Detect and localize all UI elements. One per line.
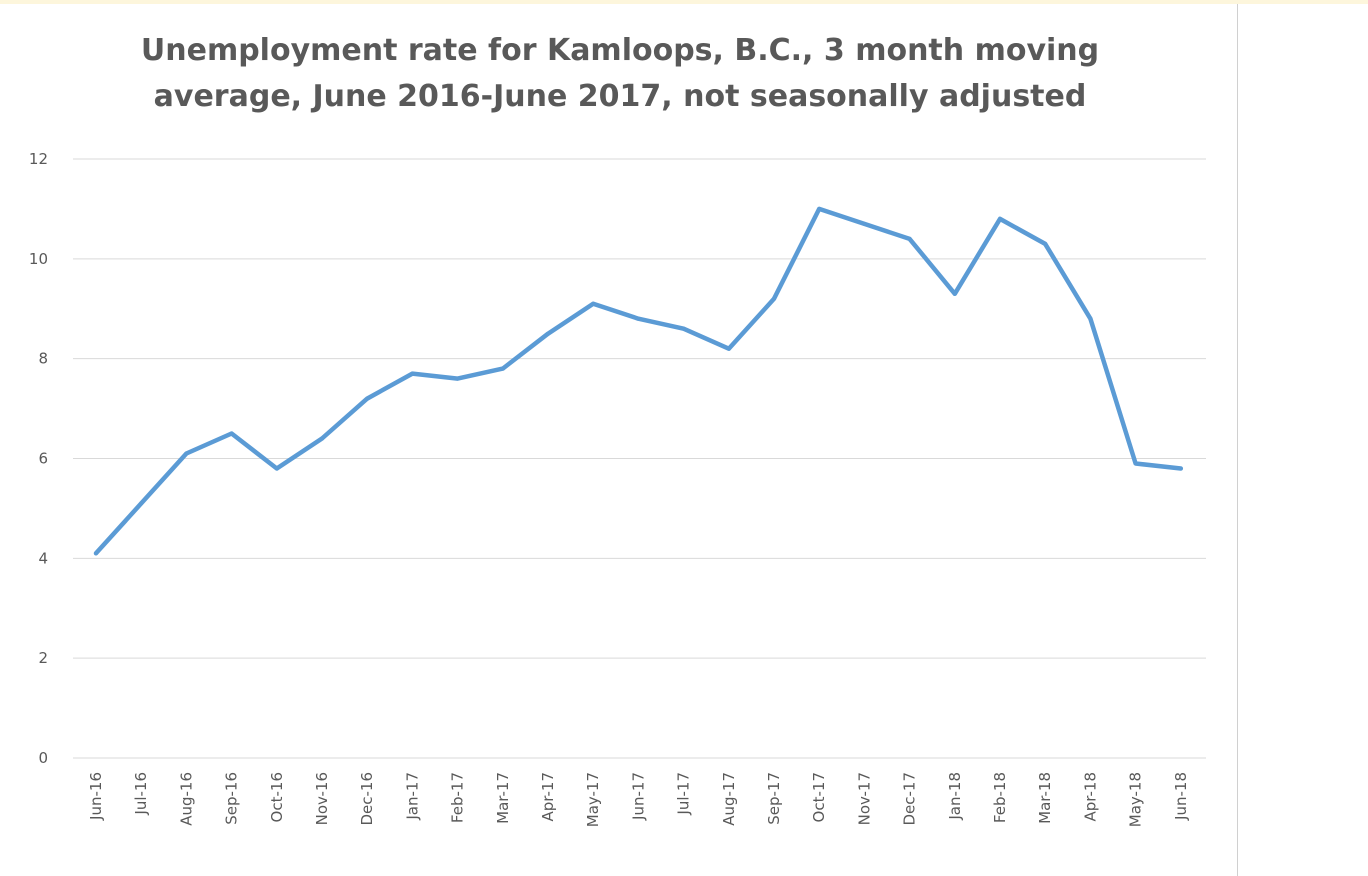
x-tick-label: Aug-17: [720, 772, 738, 826]
data-point: [1178, 466, 1183, 471]
x-tick-label: Jan-18: [946, 772, 964, 821]
chart-title-line-1: Unemployment rate for Kamloops, B.C., 3 …: [140, 33, 1100, 68]
data-point: [636, 316, 641, 321]
data-point: [410, 371, 415, 376]
data-point: [862, 221, 867, 226]
x-tick-label: Apr-18: [1081, 772, 1099, 822]
x-tick-label: Dec-16: [358, 772, 376, 826]
x-tick-label: Aug-16: [177, 772, 195, 826]
data-point: [229, 431, 234, 436]
y-tick-label: 4: [38, 549, 48, 567]
data-point: [998, 216, 1002, 221]
x-tick-label: Jun-17: [629, 772, 647, 821]
chart-title: Unemployment rate for Kamloops, B.C., 3 …: [80, 28, 1160, 120]
y-tick-label: 12: [29, 150, 48, 168]
data-point: [365, 396, 370, 401]
chart-frame: [0, 4, 1238, 876]
x-axis-ticks: Jun-16 Jul-16 Aug-16 Sep-16 Oct-16 Nov-16 Dec-…: [87, 772, 1190, 827]
top-strip: [0, 0, 1368, 4]
data-point: [817, 206, 822, 211]
y-tick-label: 8: [38, 350, 48, 368]
x-tick-label: Nov-16: [313, 772, 331, 825]
x-tick-label: Oct-17: [810, 772, 828, 822]
y-axis-ticks: 0 2 4 6 8 10 12: [29, 150, 48, 767]
y-tick-label: 10: [29, 250, 48, 268]
x-tick-label: Jan-17: [403, 772, 421, 821]
data-point: [1133, 461, 1138, 466]
data-point: [591, 301, 596, 306]
series-line: [93, 206, 1184, 556]
x-tick-label: Jun-16: [87, 772, 105, 821]
y-tick-label: 0: [38, 749, 48, 767]
x-tick-label: Dec-17: [901, 772, 919, 826]
y-tick-label: 6: [38, 450, 48, 468]
x-tick-label: Mar-17: [494, 772, 512, 824]
data-point: [139, 501, 144, 506]
x-tick-label: Sep-16: [223, 772, 241, 825]
x-tick-label: Oct-16: [268, 772, 286, 822]
x-tick-label: May-18: [1127, 772, 1145, 827]
data-point: [1088, 316, 1093, 321]
data-point: [184, 451, 189, 456]
right-margin: [1239, 4, 1368, 876]
x-tick-label: May-17: [584, 772, 602, 827]
x-tick-label: Jun-18: [1172, 772, 1190, 821]
data-point: [726, 346, 731, 351]
x-tick-label: Feb-17: [449, 772, 467, 823]
gridlines: [73, 158, 1206, 759]
data-point: [952, 291, 957, 296]
data-point: [320, 436, 324, 441]
x-tick-label: Mar-18: [1036, 772, 1054, 824]
data-point: [546, 331, 550, 336]
x-tick-label: Sep-17: [765, 772, 783, 825]
series-layer: [93, 206, 1184, 556]
data-point: [772, 296, 776, 301]
x-tick-label: Jul-17: [675, 772, 693, 816]
x-tick-label: Nov-17: [855, 772, 873, 825]
data-point: [94, 551, 98, 556]
x-tick-label: Feb-18: [991, 772, 1009, 823]
y-tick-label: 2: [38, 649, 48, 667]
data-point: [681, 326, 686, 331]
data-point: [1043, 241, 1048, 246]
x-tick-label: Jul-16: [132, 772, 150, 816]
chart-title-line-2: average, June 2016-June 2017, not season…: [153, 79, 1087, 114]
x-tick-label: Apr-17: [539, 772, 557, 822]
line-chart: 0 2 4 6 8 10 12 Jun-16 Jul-16 Aug-16 Sep-16 Oct-16…: [29, 150, 1206, 827]
data-point: [274, 466, 279, 471]
data-point: [907, 236, 912, 241]
data-point: [455, 376, 460, 381]
data-point: [500, 366, 505, 371]
